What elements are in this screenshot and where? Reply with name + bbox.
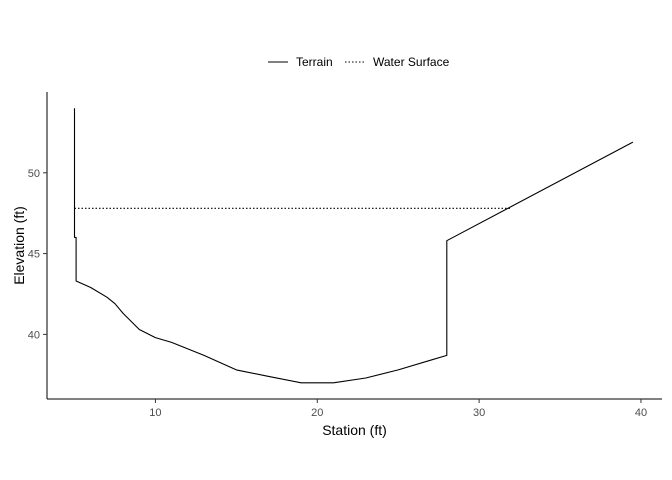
x-tick-label: 40 xyxy=(635,407,647,419)
legend: Terrain Water Surface xyxy=(268,55,450,69)
x-tick-label: 20 xyxy=(311,407,323,419)
y-axis-ticks: 40 45 50 xyxy=(28,168,47,341)
series-line-terrain xyxy=(73,108,634,384)
x-axis-title: Station (ft) xyxy=(322,422,387,438)
x-tick-label: 30 xyxy=(473,407,485,419)
y-axis-title: Elevation (ft) xyxy=(11,206,27,285)
y-tick-label: 50 xyxy=(28,168,40,180)
x-tick-label: 10 xyxy=(149,407,161,419)
legend-label: Water Surface xyxy=(373,55,450,69)
y-tick-label: 40 xyxy=(28,329,40,341)
x-axis-ticks: 10 20 30 40 xyxy=(149,399,647,419)
plot-area xyxy=(73,108,634,384)
legend-label: Terrain xyxy=(296,55,333,69)
y-tick-label: 45 xyxy=(28,249,40,261)
